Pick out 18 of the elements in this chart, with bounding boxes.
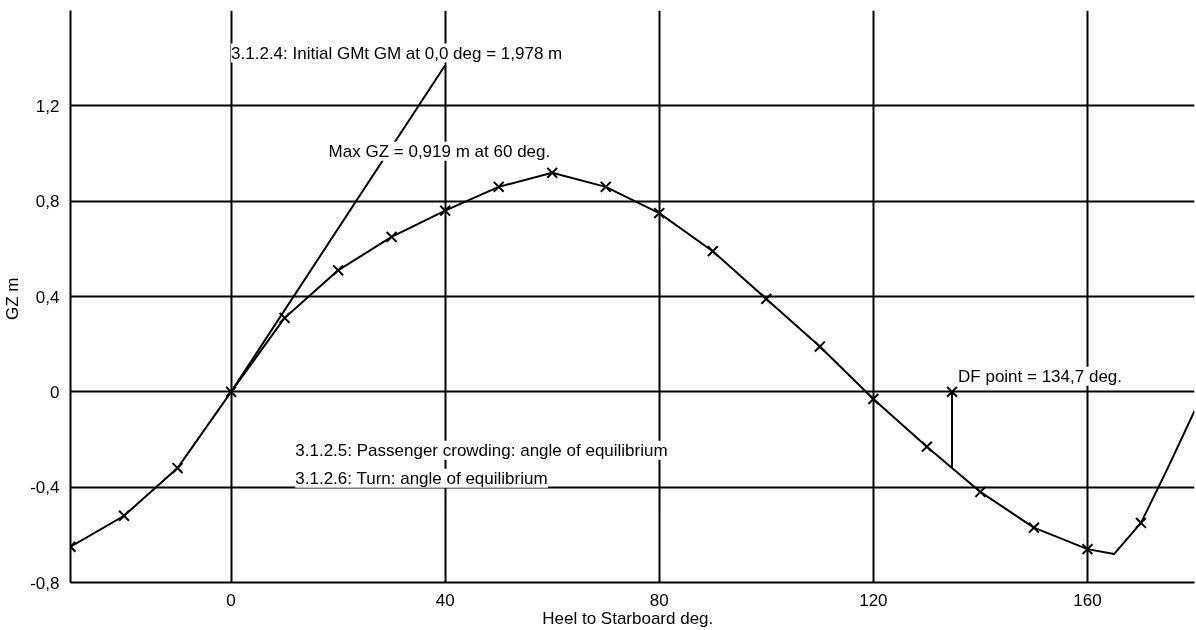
x-tick-label: 80 (649, 590, 669, 610)
annotation: Max GZ = 0,919 m at 60 deg. (328, 141, 551, 161)
x-tick-label: 0 (226, 590, 236, 610)
annotation: DF point = 134,7 deg. (958, 366, 1123, 386)
annotation: 3.1.2.4: Initial GMt GM at 0,0 deg = 1,978 m (231, 43, 563, 63)
y-tick-label: -0,4 (30, 478, 60, 498)
annotation: 3.1.2.6: Turn: angle of equilibrium (295, 468, 548, 488)
x-axis-title: Heel to Starboard deg. (542, 608, 714, 628)
y-tick-label: 0 (50, 382, 60, 402)
y-axis-title: GZ m (3, 277, 23, 321)
x-tick-label: 40 (435, 590, 455, 610)
x-tick-label: 160 (1073, 590, 1102, 610)
y-tick-label: 0,8 (35, 192, 60, 212)
y-tick-label: -0,8 (30, 573, 60, 593)
x-tick-label: 120 (859, 590, 888, 610)
y-tick-label: 1,2 (35, 96, 60, 116)
annotation: 3.1.2.5: Passenger crowding: angle of equilibrium (295, 440, 668, 460)
y-tick-label: 0,4 (35, 287, 60, 307)
